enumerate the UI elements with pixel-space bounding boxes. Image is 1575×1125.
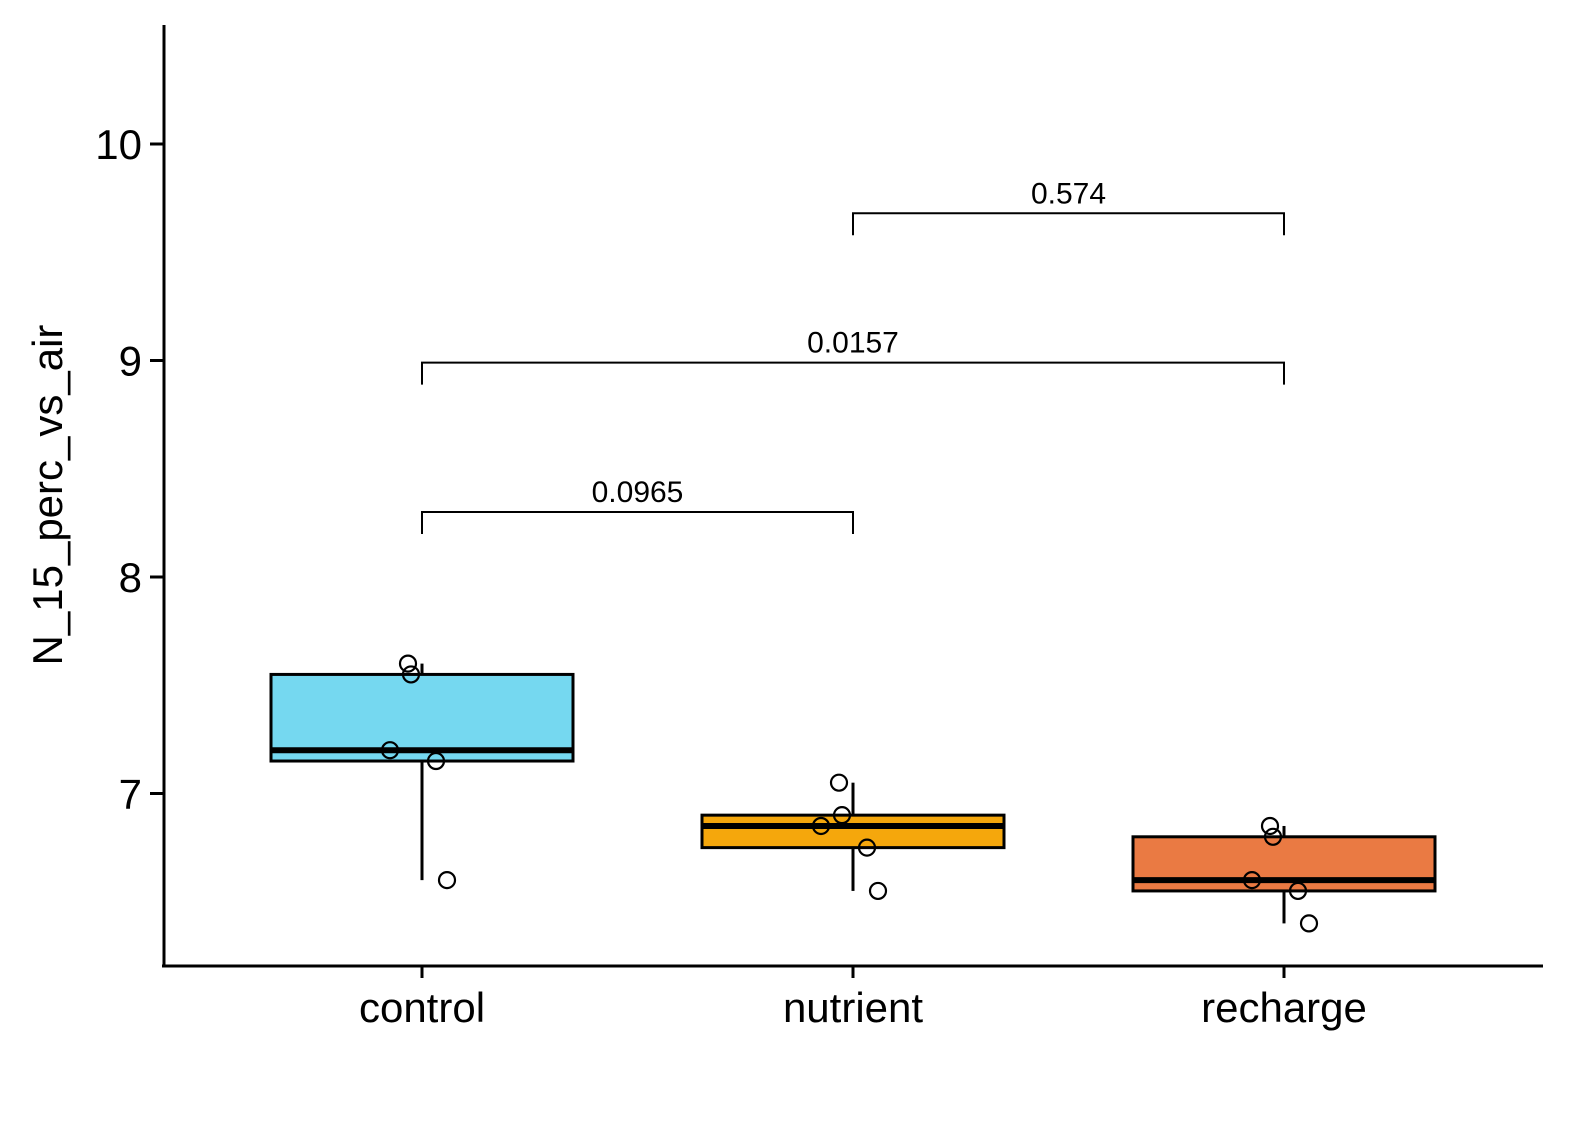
recharge-data-point xyxy=(1299,914,1319,933)
comparison-brackets: 0.0965 0.0157 0.574 xyxy=(421,177,1285,535)
x-ticks: control nutrient recharge xyxy=(359,966,1367,1031)
p-value-label: 0.574 xyxy=(1031,177,1106,210)
y-tick-label: 9 xyxy=(119,338,142,385)
y-tick-label: 7 xyxy=(119,771,142,818)
nutrient-data-point xyxy=(857,838,877,857)
x-tick-label: nutrient xyxy=(783,984,923,1031)
nutrient-data-point xyxy=(829,773,849,792)
comparison-bracket-control-recharge xyxy=(421,361,1285,385)
recharge-data-point xyxy=(1260,816,1280,836)
p-value-label: 0.0965 xyxy=(592,476,684,509)
nutrient-data-point xyxy=(868,881,888,901)
x-tick-label: control xyxy=(359,984,485,1031)
recharge-data-point xyxy=(1263,827,1283,846)
control-data-point xyxy=(380,741,400,760)
recharge-data-point xyxy=(1242,870,1262,890)
control-box xyxy=(269,672,575,763)
boxes-layer xyxy=(269,663,1437,924)
comparison-bracket-nutrient-recharge xyxy=(852,212,1285,236)
nutrient-data-point xyxy=(811,816,831,836)
recharge-data-point xyxy=(1288,881,1308,901)
control-data-point xyxy=(398,654,418,673)
comparison-bracket-control-nutrient xyxy=(421,511,854,535)
control-data-point xyxy=(401,665,421,684)
y-tick-label: 8 xyxy=(119,554,142,601)
y-tick-label: 10 xyxy=(95,121,142,168)
x-tick-label: recharge xyxy=(1201,984,1367,1031)
nutrient-box xyxy=(700,813,1006,850)
y-ticks: 7 8 9 10 xyxy=(95,121,164,818)
nutrient-data-point xyxy=(832,806,852,825)
control-data-point xyxy=(437,870,457,890)
p-value-label: 0.0157 xyxy=(807,327,899,360)
points-layer xyxy=(380,654,1319,933)
y-axis-title: N_15_perc_vs_air xyxy=(24,325,71,666)
control-data-point xyxy=(426,751,446,771)
